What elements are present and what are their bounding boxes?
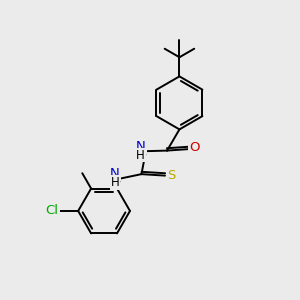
Text: S: S	[167, 169, 176, 182]
Text: O: O	[190, 141, 200, 154]
Text: N: N	[136, 140, 146, 153]
Text: Cl: Cl	[46, 205, 59, 218]
Text: N: N	[110, 167, 120, 180]
Text: H: H	[136, 148, 145, 161]
Text: H: H	[111, 176, 119, 189]
